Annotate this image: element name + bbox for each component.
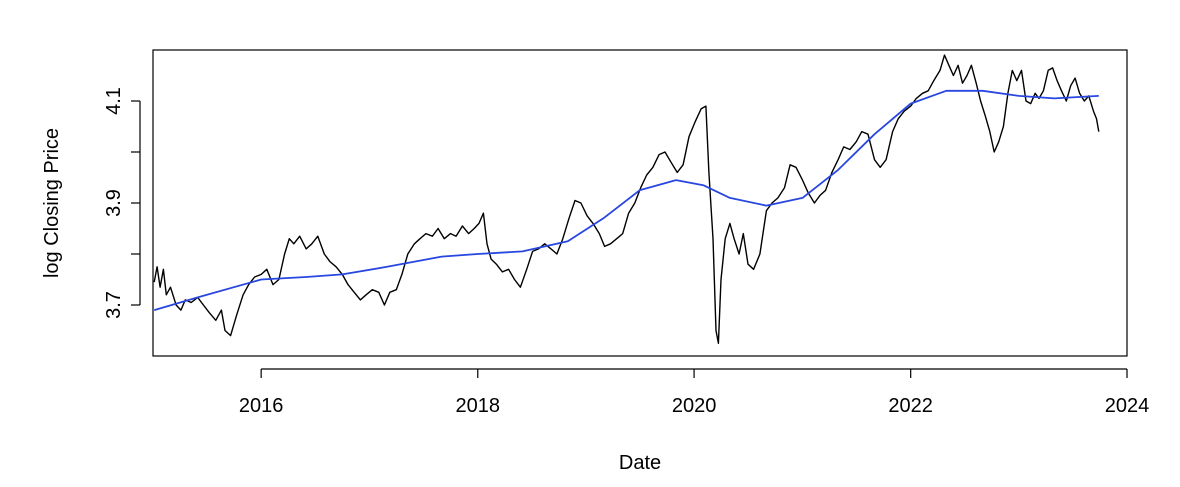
plot-frame bbox=[152, 49, 1128, 357]
x-tick-label: 2024 bbox=[1105, 395, 1150, 417]
y-tick-label: 3.9 bbox=[103, 189, 125, 217]
x-axis-label: Date bbox=[619, 452, 661, 474]
y-tick-label: 3.7 bbox=[103, 291, 125, 319]
series-line-smoothed-trend bbox=[153, 89, 1099, 311]
x-axis: 2016 2018 2020 2022 2024 bbox=[239, 368, 1150, 417]
y-axis: 3.7 3.9 4.1 bbox=[103, 87, 141, 319]
series-line-closing-price bbox=[153, 54, 1100, 344]
series-layer bbox=[153, 54, 1100, 344]
x-tick-label: 2018 bbox=[456, 395, 501, 417]
y-tick-label: 4.1 bbox=[103, 87, 125, 115]
y-axis-label: log Closing Price bbox=[41, 128, 63, 278]
x-tick-label: 2020 bbox=[672, 395, 717, 417]
x-tick-label: 2016 bbox=[239, 395, 284, 417]
x-tick-label: 2022 bbox=[888, 395, 933, 417]
